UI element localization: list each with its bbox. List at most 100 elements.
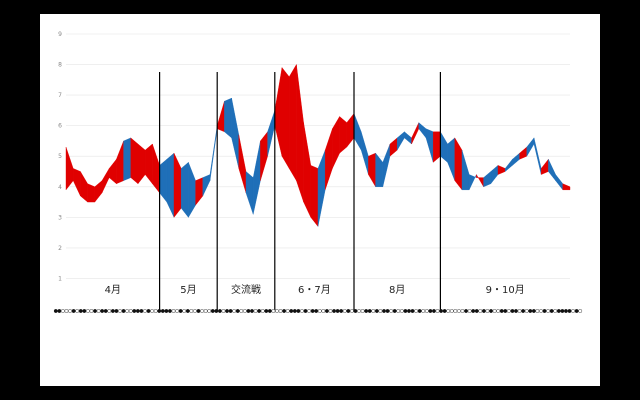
game-mark xyxy=(553,309,558,313)
game-mark xyxy=(367,309,372,313)
band-segment xyxy=(325,128,333,190)
band-segment xyxy=(180,161,189,218)
game-mark xyxy=(571,309,575,313)
game-mark xyxy=(371,309,376,313)
game-mark xyxy=(182,309,187,313)
band-segment xyxy=(108,158,117,185)
game-mark xyxy=(496,309,501,313)
game-mark xyxy=(153,309,158,313)
game-mark xyxy=(185,309,190,313)
game-mark xyxy=(260,309,265,313)
period-labels: 4月 5月 交流戦 6・7月 8月 9・10月 xyxy=(105,283,525,296)
band-segment xyxy=(245,171,254,215)
game-mark xyxy=(200,309,204,313)
game-mark xyxy=(82,309,87,313)
band-segment xyxy=(310,165,319,228)
game-mark xyxy=(457,309,461,313)
band-segment xyxy=(166,152,175,218)
game-mark xyxy=(107,309,112,313)
band-segment xyxy=(152,143,160,194)
game-mark xyxy=(349,309,354,313)
game-mark xyxy=(460,309,465,313)
game-mark xyxy=(378,309,383,313)
game-mark xyxy=(57,309,62,313)
band-segment xyxy=(173,153,182,218)
game-mark xyxy=(542,309,547,313)
game-mark xyxy=(89,309,94,313)
game-mark xyxy=(103,309,108,313)
band-segment xyxy=(94,180,103,203)
band-segment xyxy=(505,158,513,172)
band-segment xyxy=(375,152,383,187)
band-segment xyxy=(418,122,427,139)
game-mark xyxy=(421,309,426,313)
band-segment xyxy=(512,152,520,166)
band-segment xyxy=(483,171,491,188)
game-mark xyxy=(453,309,458,313)
game-mark xyxy=(239,309,244,313)
game-result-marks xyxy=(53,309,583,313)
game-mark xyxy=(382,309,386,313)
band-segment xyxy=(317,150,326,227)
game-mark xyxy=(275,309,279,313)
game-mark xyxy=(168,309,172,313)
game-mark xyxy=(446,309,451,313)
game-mark xyxy=(485,309,490,313)
game-mark xyxy=(560,309,565,313)
game-mark xyxy=(135,309,140,313)
game-mark xyxy=(399,309,404,313)
game-mark xyxy=(360,309,365,313)
band-segment xyxy=(267,110,276,157)
y-tick-label: 6 xyxy=(58,123,62,130)
game-mark xyxy=(203,309,208,313)
band-segment xyxy=(526,137,535,157)
game-mark xyxy=(474,309,479,313)
game-mark xyxy=(178,309,183,313)
game-mark xyxy=(53,309,58,313)
game-mark xyxy=(96,309,101,313)
game-mark xyxy=(428,309,433,313)
game-mark xyxy=(171,309,176,313)
game-mark xyxy=(535,309,540,313)
game-mark xyxy=(514,309,518,313)
game-mark xyxy=(196,309,201,313)
game-mark xyxy=(235,309,240,313)
band-segment xyxy=(433,131,441,163)
y-tick-label: 2 xyxy=(58,245,62,252)
band-segment xyxy=(425,128,434,163)
game-mark xyxy=(150,309,155,313)
band-segment xyxy=(562,183,571,191)
game-mark xyxy=(503,309,508,313)
game-mark xyxy=(410,309,415,313)
game-mark xyxy=(271,309,276,313)
band-segment xyxy=(368,152,376,188)
game-mark xyxy=(110,309,115,313)
game-mark xyxy=(478,309,483,313)
band-segment xyxy=(65,146,74,191)
y-tick-label: 9 xyxy=(58,31,62,38)
game-mark xyxy=(539,309,543,313)
game-mark xyxy=(407,309,411,313)
game-mark xyxy=(332,309,336,313)
game-mark xyxy=(114,309,119,313)
game-mark xyxy=(414,309,419,313)
game-mark xyxy=(449,309,454,313)
game-mark xyxy=(132,309,137,313)
game-mark xyxy=(221,309,226,313)
band-segment xyxy=(281,67,290,170)
game-mark xyxy=(64,309,69,313)
band-segment xyxy=(252,140,261,215)
game-mark xyxy=(267,309,272,313)
game-mark xyxy=(193,309,197,313)
game-mark xyxy=(217,309,222,313)
band-segment xyxy=(116,140,124,185)
game-mark xyxy=(228,309,233,313)
band-segment xyxy=(454,137,463,191)
game-mark xyxy=(564,309,568,313)
band-segment xyxy=(497,165,506,175)
game-mark xyxy=(100,309,105,313)
band-segment xyxy=(353,113,362,151)
band-segment xyxy=(555,173,563,191)
ranking-chart: 1 2 3 4 5 6 7 8 9 4月 5月 交流戦 6・7月 8月 9・10月 xyxy=(53,31,583,313)
game-mark xyxy=(567,309,572,313)
